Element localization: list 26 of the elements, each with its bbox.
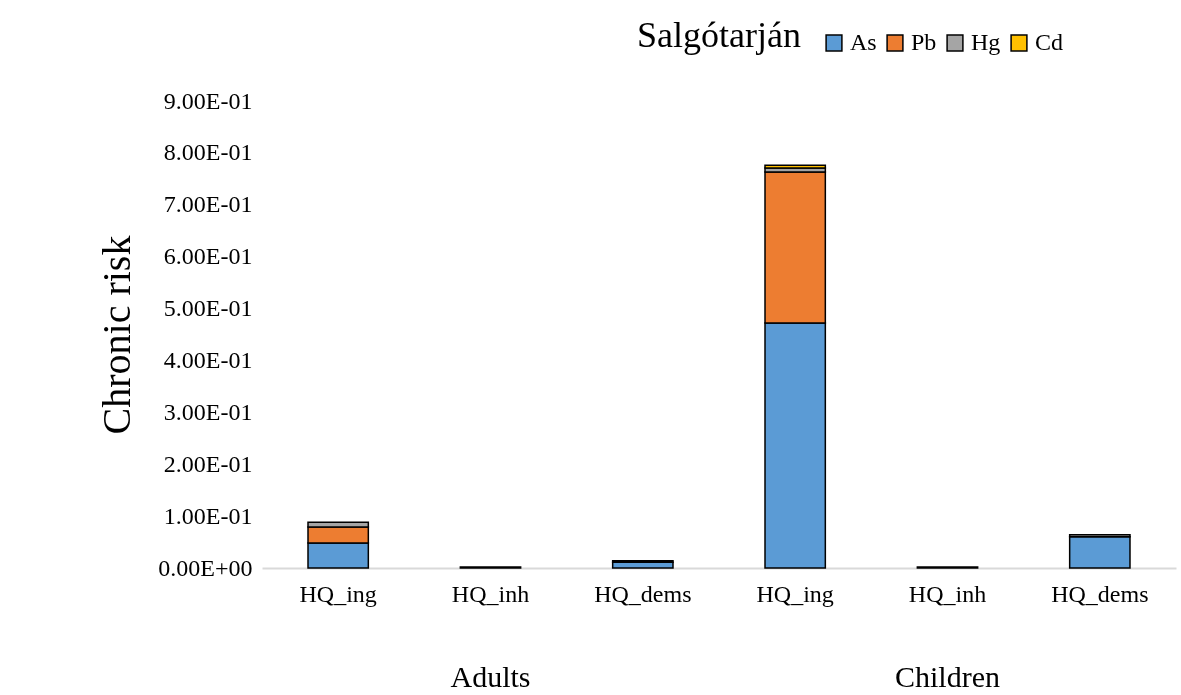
y-axis-title: Chronic risk: [94, 235, 140, 435]
x-tick-label: HQ_dems: [594, 580, 692, 607]
text: Children: [895, 660, 1000, 693]
x-tick-label: HQ_ing: [756, 580, 834, 607]
x-tick-label: HQ_ing: [299, 580, 377, 607]
legend-label: Pb: [911, 29, 937, 55]
y-tick-label: 5.00E-01: [163, 295, 253, 322]
chart-title: Salgótarján: [637, 15, 801, 55]
bar: [764, 164, 827, 169]
y-tick-label: 9.00E-01: [163, 87, 253, 114]
y-tick-label: 8.00E-01: [163, 139, 253, 166]
legend-label: Cd: [1035, 29, 1064, 55]
x-tick-label: HQ_dems: [1051, 580, 1149, 607]
text: Adults: [450, 660, 531, 693]
y-tick-label: 0.00E+00: [158, 554, 253, 581]
legend-label: As: [850, 29, 877, 55]
y-tick-label: 3.00E-01: [163, 398, 253, 425]
x-tick-label: HQ_inh: [908, 580, 987, 607]
y-tick-label: 1.00E-01: [163, 502, 253, 529]
legend-label: Hg: [971, 29, 1001, 55]
x-tick-label: HQ_inh: [451, 580, 530, 607]
y-tick-label: 7.00E-01: [163, 191, 253, 218]
y-tick-label: 4.00E-01: [163, 346, 253, 373]
y-tick-label: 2.00E-01: [163, 450, 253, 477]
y-tick-label: 6.00E-01: [163, 243, 253, 270]
bar: [1068, 536, 1131, 569]
